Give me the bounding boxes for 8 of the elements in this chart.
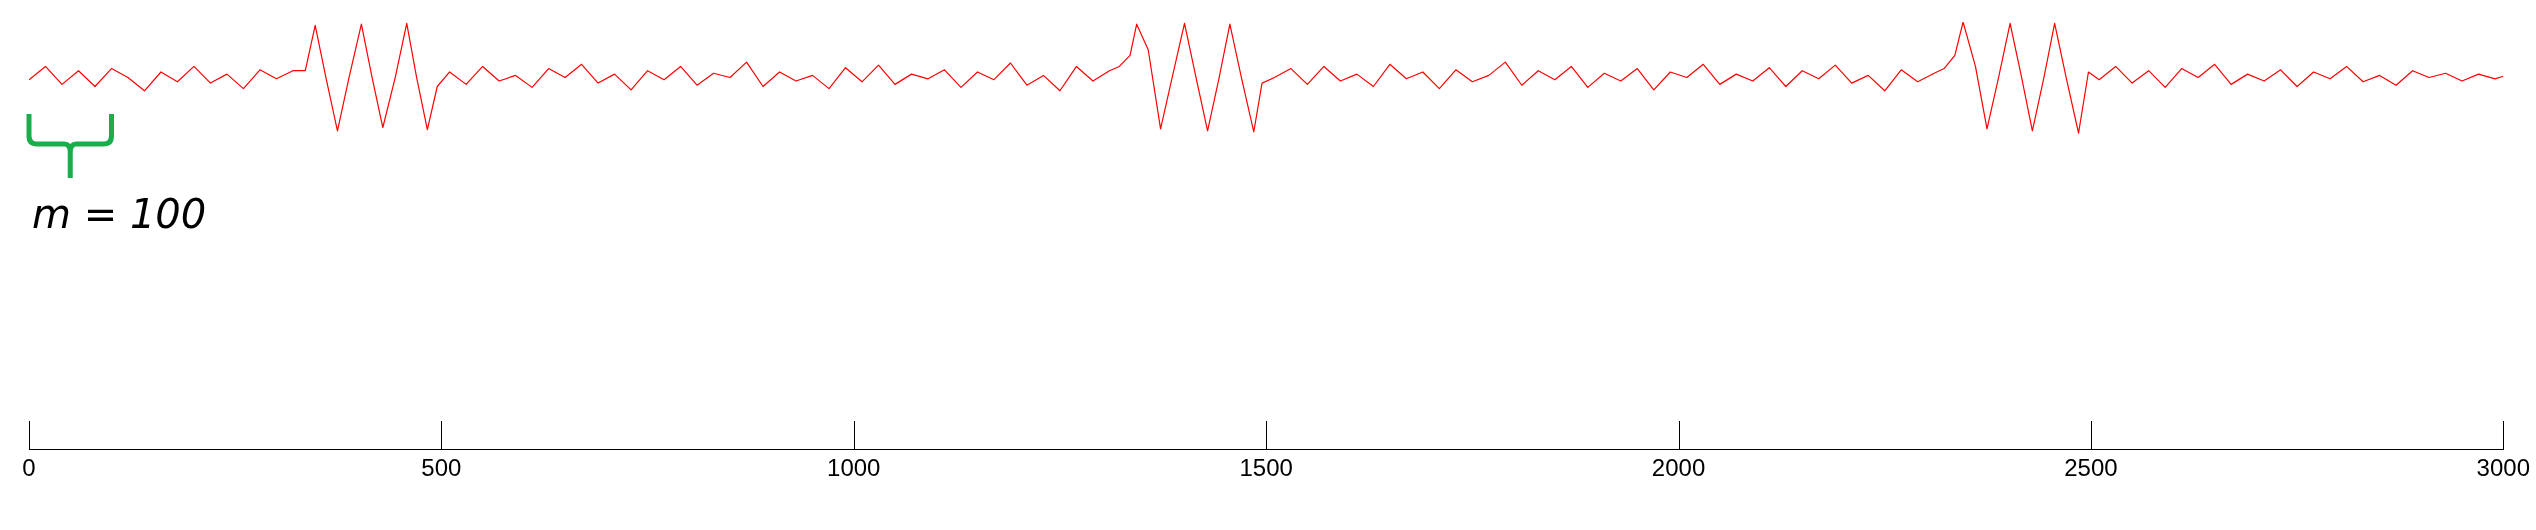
annotation: m = 100 [32,191,207,238]
x-tick-label: 1500 [1239,454,1293,482]
x-tick-label: 500 [421,454,462,482]
x-tick-label: 2500 [2064,454,2118,482]
x-tick-label: 3000 [2476,454,2530,482]
x-tick-label: 2000 [1651,454,1706,482]
x-tick-label: 1000 [827,454,881,482]
x-tick-label: 0 [22,454,36,482]
